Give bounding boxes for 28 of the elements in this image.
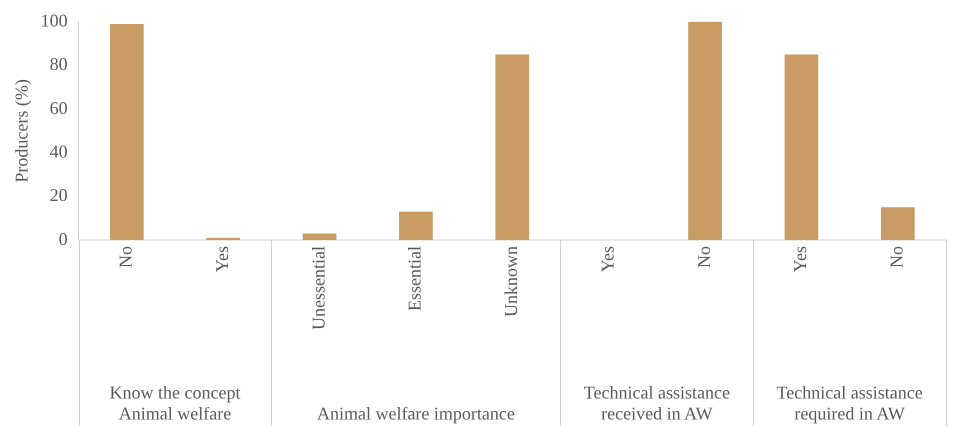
x-tick-label: Unessential [308,246,328,330]
x-tick-label: No [116,246,136,268]
bar [880,207,915,240]
y-tick-label: 100 [40,10,68,31]
y-tick-label: 40 [50,141,68,162]
x-tick-label: Yes [790,246,810,272]
x-tick-label: Yes [212,246,232,272]
y-tick-label: 80 [50,54,68,74]
x-tick-label: No [886,246,907,268]
bar [110,24,144,240]
text: Technical assistance received in AW [584,382,730,424]
y-tick-label: 0 [58,228,68,249]
bar [206,238,240,240]
bar [688,22,722,240]
x-tick-label: No [694,246,714,268]
text: Know the concept Animal welfare [109,382,240,424]
y-axis-title: Producers (%) [12,79,32,183]
y-tick-label: 60 [50,98,68,118]
bar [399,212,433,240]
x-tick-label: Essential [404,246,425,312]
bar [784,54,818,240]
y-tick-label: 20 [50,185,68,206]
x-tick-label: Unknown [501,246,522,318]
bar [495,54,530,240]
text: Animal welfare importance [316,404,515,424]
x-tick-label: Yes [597,246,618,272]
bar [302,233,336,240]
text: Technical assistance required in AW [776,382,923,424]
